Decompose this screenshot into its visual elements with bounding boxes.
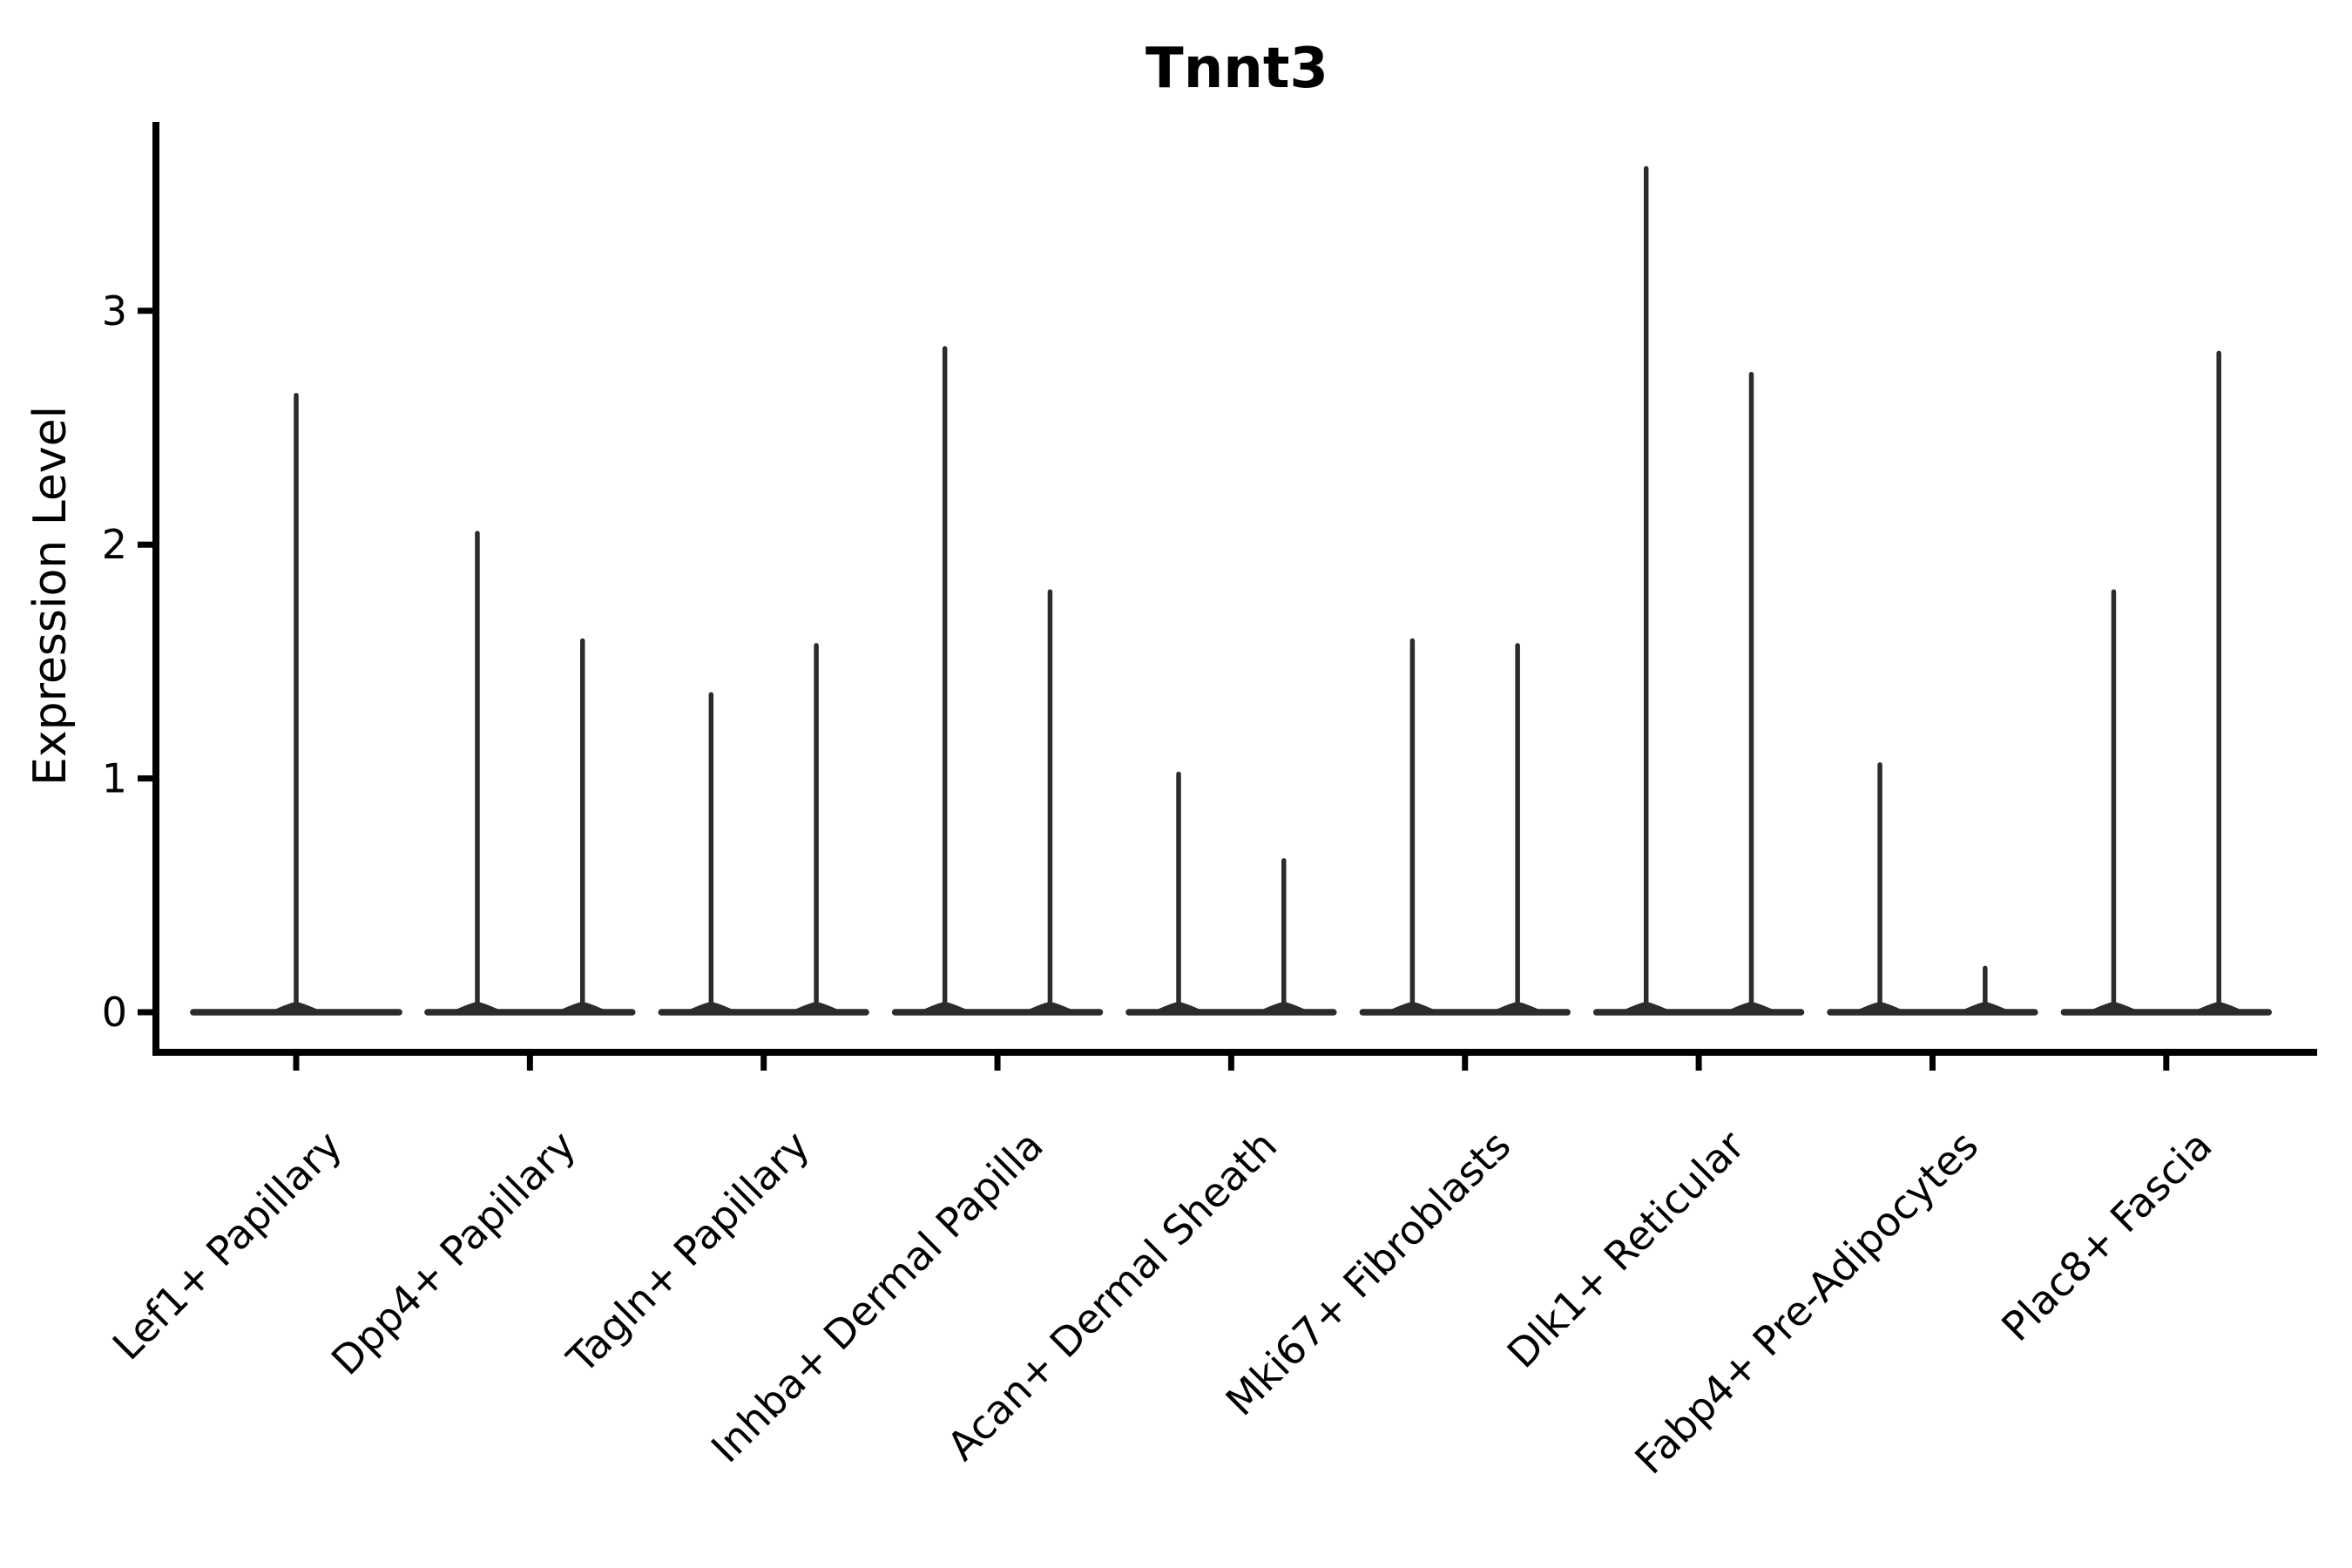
- y-tick-label: 2: [102, 521, 127, 568]
- y-tick-label: 1: [102, 755, 127, 802]
- y-tick-label: 0: [102, 989, 127, 1036]
- x-tick-label: Plac8+ Fascia: [1992, 1122, 2220, 1350]
- y-tick-label: 3: [102, 287, 127, 335]
- y-axis-label: Expression Level: [24, 406, 77, 786]
- chart-title: Tnnt3: [1146, 37, 1328, 101]
- x-tick-label: Dpp4+ Papillary: [322, 1122, 585, 1384]
- x-tick-label: Lef1+ Papillary: [104, 1122, 351, 1369]
- x-tick-label: Tagln+ Papillary: [558, 1122, 819, 1383]
- x-tick-label: Dlk1+ Reticular: [1498, 1122, 1754, 1377]
